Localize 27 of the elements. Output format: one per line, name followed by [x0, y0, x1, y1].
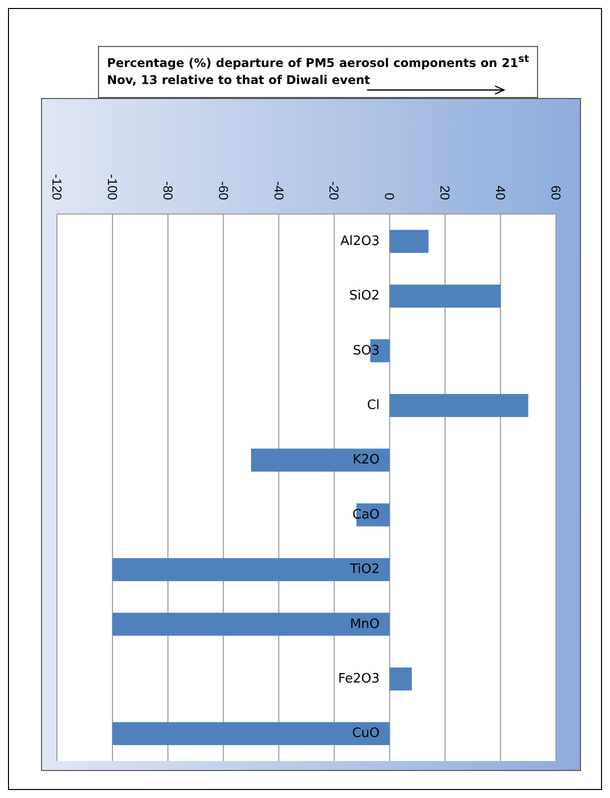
y-tick-label: TiO2: [349, 562, 380, 578]
x-tick-label: -20: [326, 181, 342, 200]
x-tick-label: -60: [216, 181, 231, 200]
x-tick-label: -120: [50, 174, 64, 200]
x-tick-label: -80: [160, 181, 176, 200]
bar: [390, 230, 428, 253]
bar: [390, 284, 501, 308]
bar: [251, 448, 390, 472]
bar: [112, 612, 390, 636]
bar: [390, 667, 412, 690]
x-tick-label: -100: [104, 174, 120, 200]
y-tick-label: Fe2O3: [338, 671, 380, 686]
x-tick-label: 0: [382, 192, 398, 200]
bar: [112, 558, 390, 582]
y-tick-label: MnO: [350, 616, 380, 632]
chart-title: Percentage (%) departure of PM5 aerosol components on 21$^{st}$ Nov, 13 relative to that of Diwali event: [107, 54, 529, 87]
x-tick-label: 40: [493, 186, 508, 200]
y-tick-label: Al2O3: [340, 234, 380, 249]
y-tick-label: Cl: [366, 398, 380, 413]
y-tick-label: CuO: [352, 726, 380, 742]
x-tick-label: 60: [548, 186, 564, 200]
bar: [112, 722, 390, 746]
x-tick-label: 20: [438, 186, 453, 200]
y-tick-label: K2O: [352, 452, 380, 468]
bar: [390, 394, 528, 417]
x-tick-label: -40: [271, 181, 286, 200]
y-tick-label: SiO2: [349, 288, 380, 304]
